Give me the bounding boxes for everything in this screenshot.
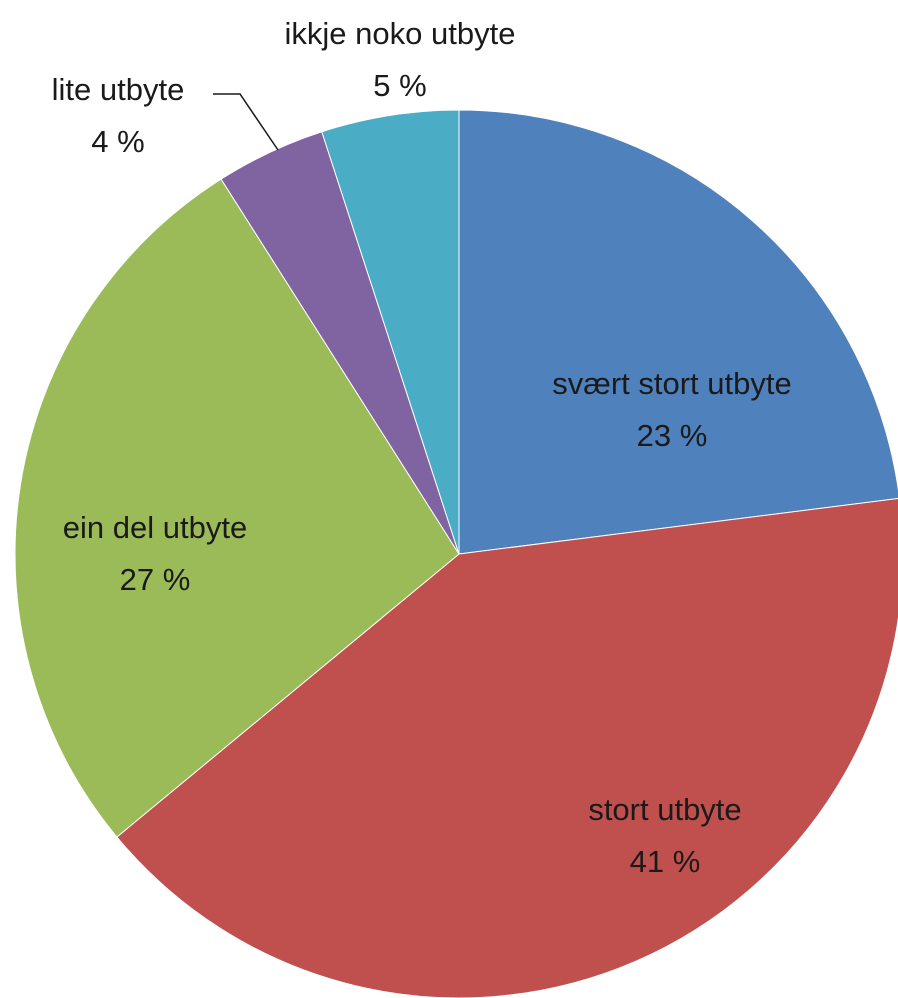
slice-label: stort utbyte — [588, 792, 741, 827]
slice-value-label: 5 % — [373, 68, 426, 103]
pie-slice — [14, 178, 460, 838]
slice-value-label: 4 % — [91, 124, 144, 159]
pie-slice — [116, 498, 898, 998]
slice-label: ein del utbyte — [63, 510, 247, 545]
slice-label: ikkje noko utbyte — [285, 16, 516, 51]
slice-value-label: 27 % — [120, 562, 191, 597]
slice-label: svært stort utbyte — [552, 366, 791, 401]
slice-value-label: 23 % — [637, 418, 708, 453]
slice-value-label: 41 % — [630, 844, 701, 879]
pie-slice — [321, 109, 460, 555]
leader-line — [213, 93, 279, 151]
pie-slice — [458, 109, 898, 555]
slice-label: lite utbyte — [52, 72, 185, 107]
